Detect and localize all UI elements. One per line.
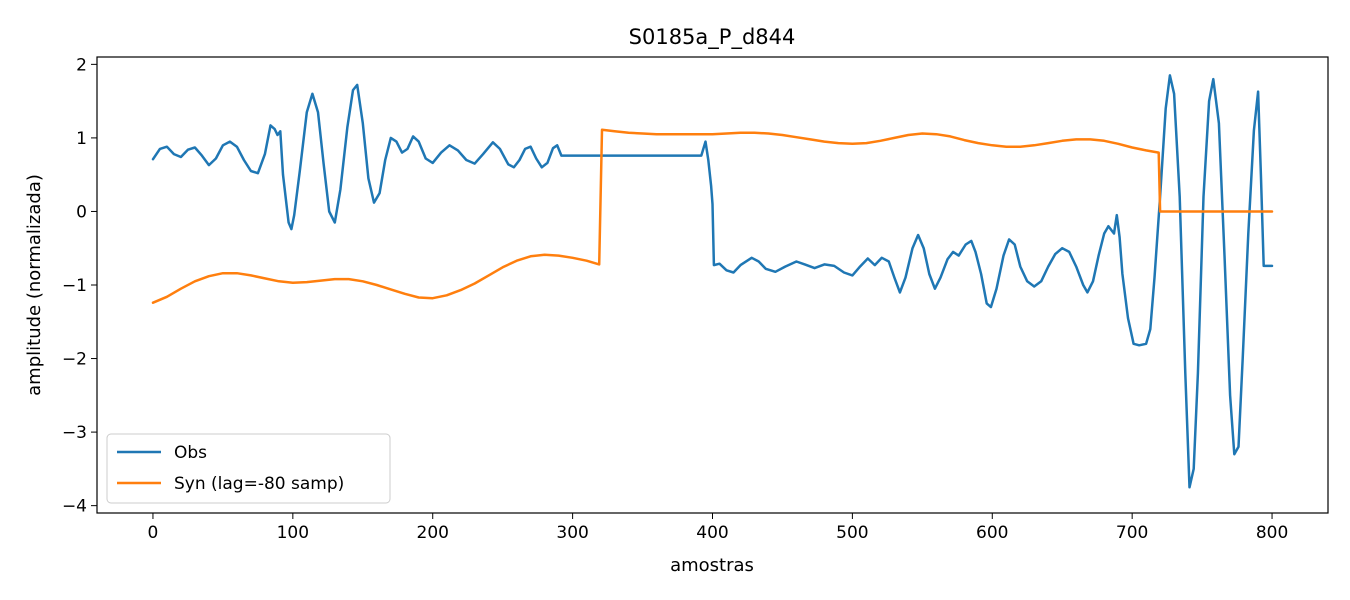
series-line-obs <box>151 74 1274 489</box>
x-tick-label: 200 <box>417 523 449 543</box>
x-tick-label: 300 <box>556 523 588 543</box>
y-tick-label: 2 <box>76 55 87 75</box>
y-axis-label: amplitude (normalizada) <box>24 174 45 396</box>
legend-label-syn: Syn (lag=-80 samp) <box>174 474 344 494</box>
legend: Obs Syn (lag=-80 samp) <box>106 433 391 504</box>
x-tick-label: 0 <box>148 523 159 543</box>
x-tick-label: 500 <box>836 523 868 543</box>
x-tick-label: 800 <box>1256 523 1288 543</box>
x-tick-label: 100 <box>277 523 309 543</box>
x-axis-label: amostras <box>670 555 754 576</box>
legend-label-obs: Obs <box>174 443 207 463</box>
y-tick-label: −4 <box>62 497 87 517</box>
y-tick-label: 1 <box>76 129 87 149</box>
x-tick-label: 700 <box>1116 523 1148 543</box>
x-tick-label: 400 <box>696 523 728 543</box>
y-tick-label: 0 <box>76 202 87 222</box>
series-layer <box>151 74 1274 489</box>
series-line-syn <box>151 128 1274 304</box>
x-tick-label: 600 <box>976 523 1008 543</box>
y-tick-label: −1 <box>62 276 87 296</box>
y-tick-label: −2 <box>62 350 87 370</box>
x-axis: 0 100 200 300 400 500 600 700 800 <box>148 513 1288 543</box>
y-axis: 2 1 0 −1 −2 −3 −4 <box>62 55 97 517</box>
legend-box <box>106 433 391 504</box>
chart-title: S0185a_P_d844 <box>629 25 796 50</box>
y-tick-label: −3 <box>62 423 87 443</box>
